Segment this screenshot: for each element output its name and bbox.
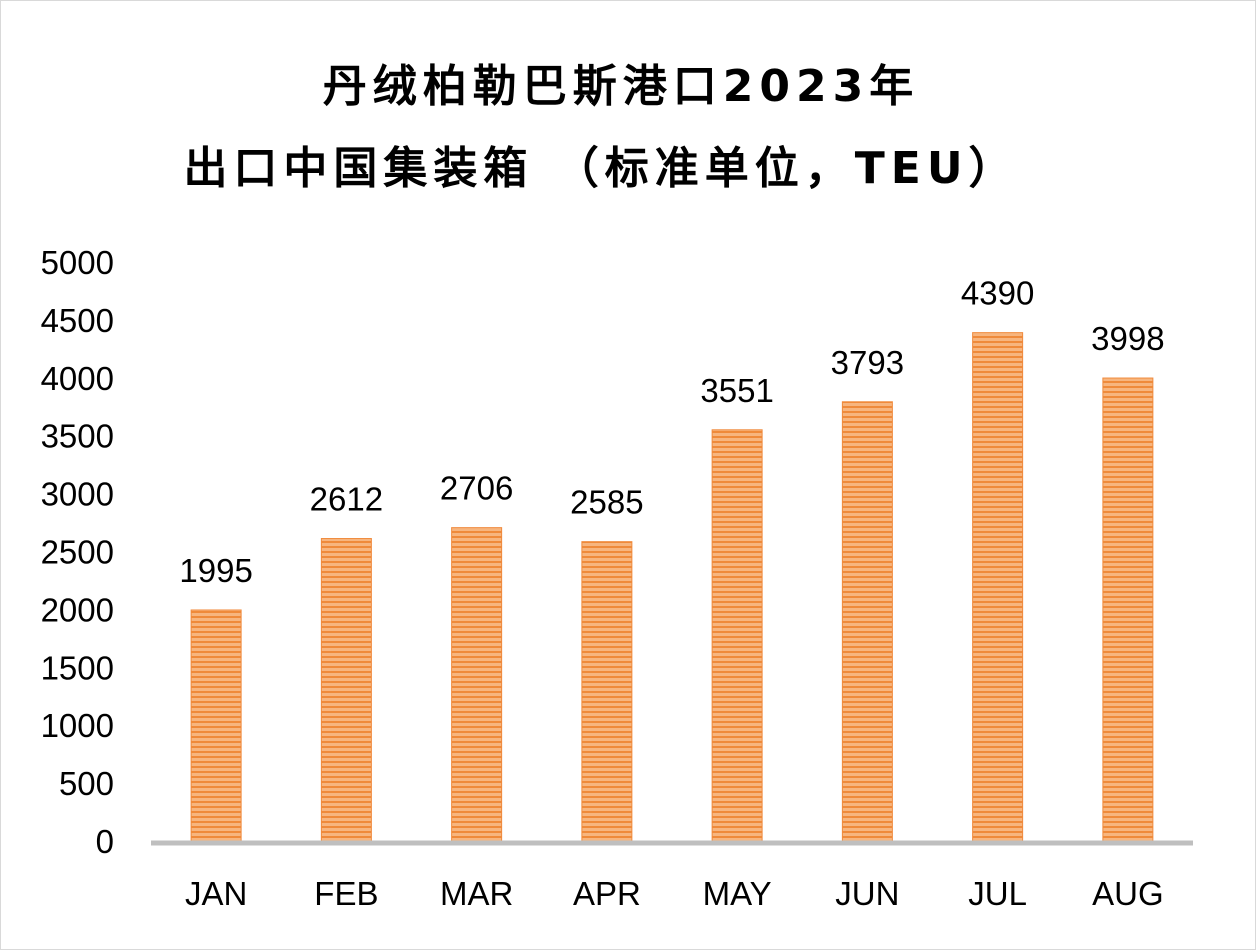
bar: [581, 541, 633, 842]
bar-series: [190, 332, 1154, 842]
y-tick-label: 4000: [41, 360, 114, 397]
x-tick-label: JUN: [835, 875, 899, 912]
data-label: 2612: [310, 481, 383, 518]
data-label: 4390: [961, 275, 1034, 312]
data-label: 3793: [831, 344, 904, 381]
x-tick-label: JUL: [968, 875, 1027, 912]
bar: [190, 609, 242, 842]
bar: [841, 401, 893, 842]
y-tick-label: 1500: [41, 649, 114, 686]
y-tick-label: 3500: [41, 418, 114, 455]
x-tick-label: FEB: [314, 875, 378, 912]
bar: [320, 538, 372, 842]
data-label: 1995: [179, 552, 252, 589]
y-tick-label: 0: [96, 823, 114, 860]
data-label: 2706: [440, 470, 513, 507]
chart-title-line2: 出口中国集装箱 （标准单位，TEU）: [183, 143, 1018, 194]
bar: [711, 429, 763, 842]
y-tick-label: 500: [59, 765, 114, 802]
data-labels: 1995 2612 2706 2585 3551 3793 4390 3998: [179, 275, 1164, 589]
bar: [1102, 377, 1154, 842]
y-tick-label: 4500: [41, 302, 114, 339]
y-tick-label: 1000: [41, 707, 114, 744]
x-tick-label: AUG: [1092, 875, 1164, 912]
y-axis-tick-labels: 0 500 1000 1500 2000 2500 3000 3500 4000 4500 5000: [41, 244, 114, 860]
y-tick-label: 2000: [41, 591, 114, 628]
data-label: 2585: [570, 484, 643, 521]
data-label: 3998: [1091, 320, 1164, 357]
bar: [972, 332, 1024, 842]
x-axis-tick-labels: JAN FEB MAR APR MAY JUN JUL AUG: [185, 875, 1164, 912]
y-tick-label: 3000: [41, 476, 114, 513]
data-label: 3551: [700, 372, 773, 409]
y-tick-label: 2500: [41, 534, 114, 571]
y-tick-label: 5000: [41, 244, 114, 281]
chart-title-line1: 丹绒柏勒巴斯港口2023年: [323, 61, 919, 112]
x-tick-label: MAY: [703, 875, 772, 912]
x-tick-label: JAN: [185, 875, 247, 912]
x-tick-label: APR: [573, 875, 641, 912]
bar: [451, 527, 503, 842]
x-tick-label: MAR: [440, 875, 513, 912]
